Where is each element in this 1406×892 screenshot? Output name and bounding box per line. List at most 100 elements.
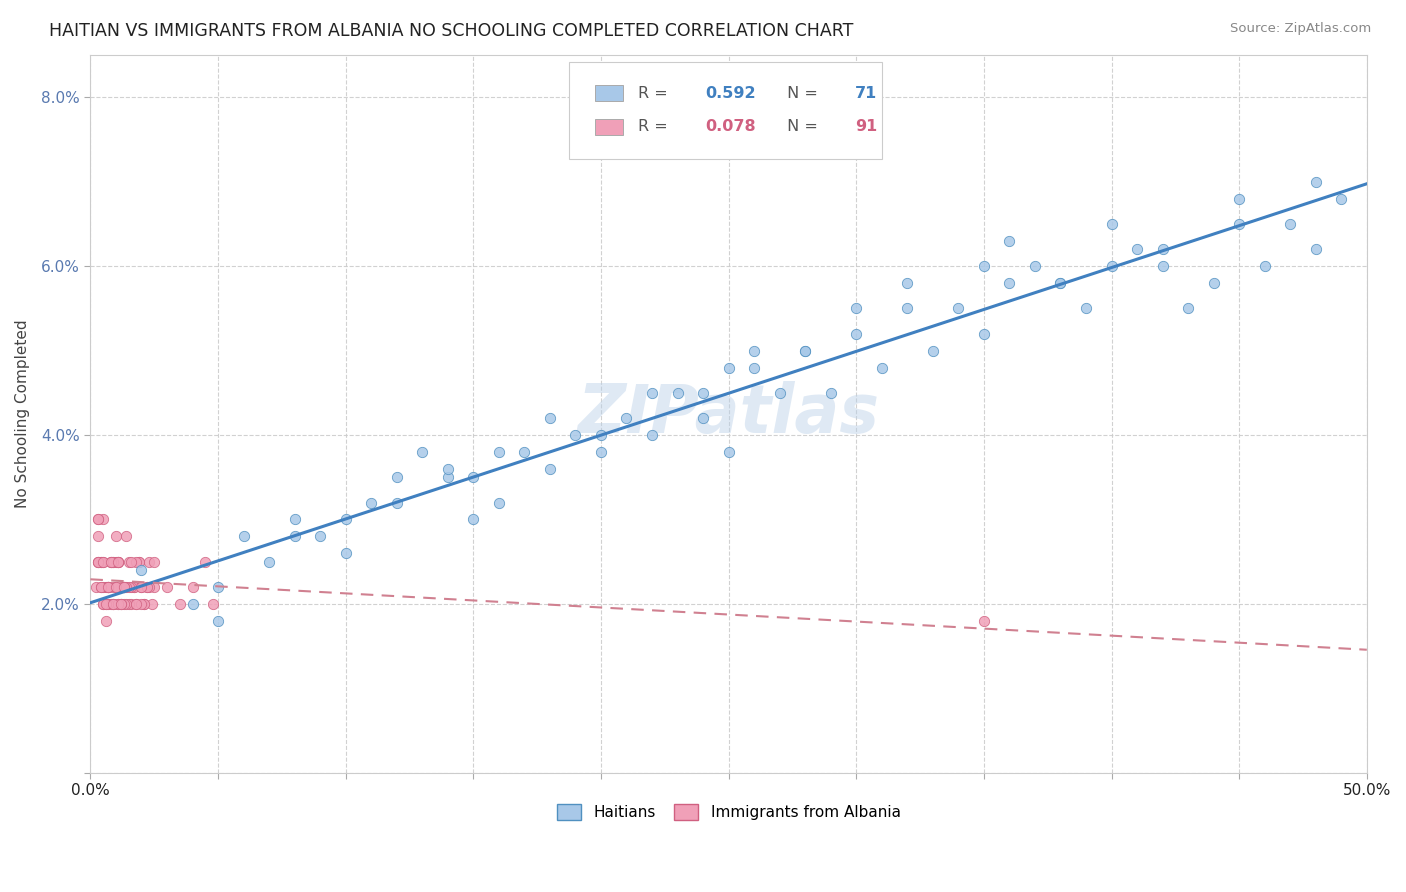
Point bbox=[135, 580, 157, 594]
Point bbox=[896, 276, 918, 290]
Point bbox=[132, 597, 155, 611]
Y-axis label: No Schooling Completed: No Schooling Completed bbox=[15, 319, 30, 508]
Point bbox=[110, 580, 132, 594]
Text: 0.592: 0.592 bbox=[706, 86, 756, 101]
Point bbox=[998, 234, 1021, 248]
Point bbox=[284, 512, 307, 526]
Point bbox=[998, 276, 1021, 290]
Point bbox=[1101, 217, 1123, 231]
Point bbox=[411, 445, 433, 459]
Point bbox=[103, 597, 125, 611]
Point bbox=[870, 360, 893, 375]
Point bbox=[107, 555, 129, 569]
Point bbox=[112, 580, 135, 594]
Point bbox=[463, 512, 485, 526]
Point bbox=[717, 445, 740, 459]
Point bbox=[973, 259, 995, 273]
Text: N =: N = bbox=[782, 86, 824, 101]
Point bbox=[1152, 259, 1174, 273]
Point bbox=[1202, 276, 1225, 290]
Point bbox=[131, 597, 153, 611]
Point bbox=[120, 555, 142, 569]
Point bbox=[1330, 192, 1353, 206]
Point bbox=[131, 563, 153, 577]
Point bbox=[107, 555, 129, 569]
Point bbox=[641, 385, 664, 400]
Point bbox=[181, 580, 204, 594]
Point bbox=[100, 597, 122, 611]
Point bbox=[641, 428, 664, 442]
Point bbox=[107, 597, 129, 611]
Point bbox=[103, 555, 125, 569]
Point bbox=[948, 301, 970, 316]
Point bbox=[742, 343, 765, 358]
Point bbox=[120, 580, 142, 594]
Text: R =: R = bbox=[638, 86, 673, 101]
Point bbox=[1254, 259, 1277, 273]
Text: 71: 71 bbox=[855, 86, 877, 101]
Point bbox=[1279, 217, 1302, 231]
Point bbox=[91, 580, 114, 594]
Point bbox=[110, 597, 132, 611]
Point bbox=[87, 555, 110, 569]
Point bbox=[110, 597, 132, 611]
Point bbox=[385, 495, 408, 509]
Point bbox=[820, 385, 842, 400]
Point bbox=[1049, 276, 1071, 290]
Point bbox=[463, 470, 485, 484]
Point bbox=[91, 512, 114, 526]
Point bbox=[91, 597, 114, 611]
Point bbox=[1024, 259, 1046, 273]
Point bbox=[232, 529, 254, 543]
Point bbox=[100, 555, 122, 569]
Point bbox=[896, 301, 918, 316]
Point bbox=[91, 555, 114, 569]
Point bbox=[112, 580, 135, 594]
Point bbox=[94, 580, 117, 594]
Point bbox=[845, 301, 868, 316]
Point bbox=[110, 597, 132, 611]
Point bbox=[135, 580, 157, 594]
Point bbox=[335, 546, 357, 560]
Point bbox=[97, 580, 120, 594]
Point bbox=[112, 597, 135, 611]
Text: Source: ZipAtlas.com: Source: ZipAtlas.com bbox=[1230, 22, 1371, 36]
Point bbox=[360, 495, 382, 509]
Point bbox=[115, 529, 138, 543]
Point bbox=[143, 555, 166, 569]
Point bbox=[513, 445, 536, 459]
Point bbox=[100, 555, 122, 569]
Text: N =: N = bbox=[782, 120, 824, 135]
Point bbox=[538, 411, 561, 425]
Point bbox=[103, 597, 125, 611]
Point bbox=[125, 597, 148, 611]
Point bbox=[87, 512, 110, 526]
Point bbox=[921, 343, 943, 358]
Point bbox=[169, 597, 191, 611]
Point bbox=[769, 385, 792, 400]
Point bbox=[616, 411, 638, 425]
Point bbox=[90, 555, 112, 569]
Point bbox=[488, 445, 510, 459]
Point bbox=[717, 360, 740, 375]
Point bbox=[122, 580, 145, 594]
Point bbox=[141, 597, 163, 611]
Point bbox=[103, 580, 125, 594]
Point bbox=[97, 580, 120, 594]
Point bbox=[1101, 259, 1123, 273]
Point bbox=[201, 597, 224, 611]
Point bbox=[104, 580, 127, 594]
Point bbox=[90, 580, 112, 594]
Point bbox=[128, 555, 150, 569]
Point bbox=[1305, 242, 1327, 256]
Point bbox=[131, 580, 153, 594]
Point bbox=[538, 462, 561, 476]
Point bbox=[284, 529, 307, 543]
Point bbox=[103, 597, 125, 611]
Point bbox=[104, 529, 127, 543]
Point bbox=[138, 555, 160, 569]
FancyBboxPatch shape bbox=[595, 119, 623, 135]
Point bbox=[107, 555, 129, 569]
Text: 91: 91 bbox=[855, 120, 877, 135]
Point bbox=[589, 428, 612, 442]
